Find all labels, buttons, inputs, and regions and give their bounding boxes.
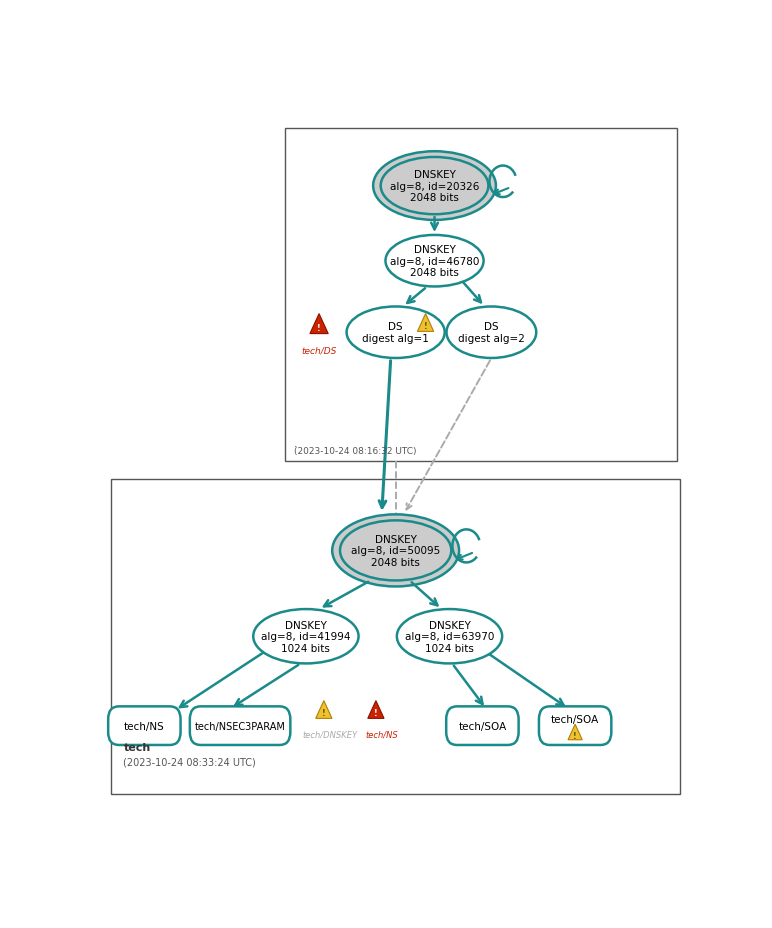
FancyBboxPatch shape <box>446 706 519 745</box>
FancyBboxPatch shape <box>539 706 611 745</box>
Ellipse shape <box>340 521 452 581</box>
FancyBboxPatch shape <box>190 706 290 745</box>
Text: .: . <box>294 439 297 448</box>
Text: tech/DNSKEY: tech/DNSKEY <box>303 729 357 739</box>
Text: DS
digest alg=2: DS digest alg=2 <box>458 322 525 343</box>
Text: tech/NSEC3PARAM: tech/NSEC3PARAM <box>195 721 286 731</box>
Polygon shape <box>367 701 384 718</box>
Ellipse shape <box>332 515 459 586</box>
Ellipse shape <box>347 307 445 358</box>
Text: !: ! <box>574 730 577 740</box>
Text: DNSKEY
alg=8, id=41994
1024 bits: DNSKEY alg=8, id=41994 1024 bits <box>261 620 350 653</box>
Polygon shape <box>568 725 582 740</box>
Text: DNSKEY
alg=8, id=50095
2048 bits: DNSKEY alg=8, id=50095 2048 bits <box>351 535 440 567</box>
Polygon shape <box>316 701 332 718</box>
Ellipse shape <box>385 236 483 287</box>
Polygon shape <box>310 315 328 334</box>
Text: tech/NS: tech/NS <box>365 729 398 739</box>
FancyBboxPatch shape <box>108 706 181 745</box>
Text: DNSKEY
alg=8, id=20326
2048 bits: DNSKEY alg=8, id=20326 2048 bits <box>390 170 479 203</box>
Text: tech: tech <box>124 742 151 753</box>
Text: tech/SOA: tech/SOA <box>551 714 599 724</box>
Text: DS
digest alg=1: DS digest alg=1 <box>362 322 429 343</box>
Text: tech/DS: tech/DS <box>301 346 337 354</box>
Polygon shape <box>418 315 434 332</box>
Ellipse shape <box>381 158 489 215</box>
Text: (2023-10-24 08:33:24 UTC): (2023-10-24 08:33:24 UTC) <box>124 756 256 767</box>
Text: tech/SOA: tech/SOA <box>459 721 506 731</box>
Text: DNSKEY
alg=8, id=46780
2048 bits: DNSKEY alg=8, id=46780 2048 bits <box>390 245 479 278</box>
Text: DNSKEY
alg=8, id=63970
1024 bits: DNSKEY alg=8, id=63970 1024 bits <box>405 620 494 653</box>
Ellipse shape <box>446 307 537 358</box>
Text: tech/NS: tech/NS <box>124 721 164 731</box>
FancyBboxPatch shape <box>111 480 680 793</box>
Ellipse shape <box>397 610 502 664</box>
Text: !: ! <box>317 324 321 332</box>
Ellipse shape <box>373 152 496 221</box>
Text: !: ! <box>424 322 428 331</box>
Ellipse shape <box>253 610 358 664</box>
FancyBboxPatch shape <box>285 129 677 461</box>
Text: !: ! <box>374 709 378 717</box>
Text: !: ! <box>322 709 326 717</box>
Text: (2023-10-24 08:16:32 UTC): (2023-10-24 08:16:32 UTC) <box>294 446 416 456</box>
